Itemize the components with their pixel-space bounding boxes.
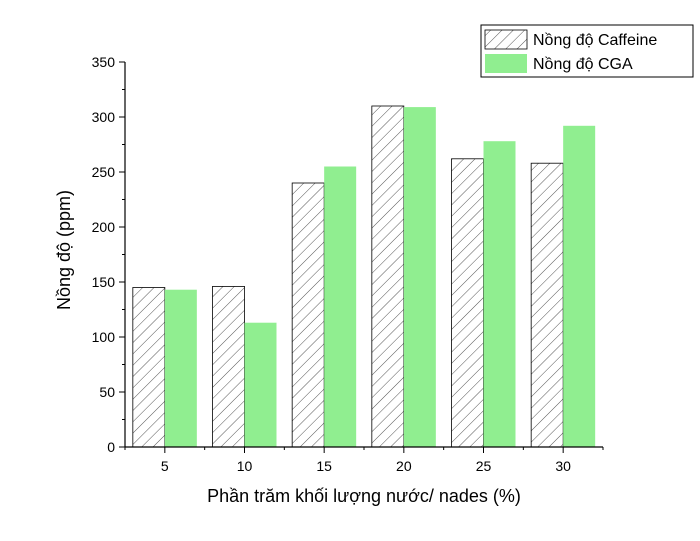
y-axis-title: Nồng độ (ppm) <box>54 190 74 310</box>
y-tick-label-300: 300 <box>92 109 116 125</box>
legend-swatch-caffeine <box>484 29 528 50</box>
y-tick-label-250: 250 <box>92 164 116 180</box>
bar-cga-30 <box>563 125 596 448</box>
bar-caffeine-20 <box>371 105 405 448</box>
x-tick-label-10: 10 <box>237 458 253 474</box>
y-tick-label-0: 0 <box>107 439 115 455</box>
bar-caffeine-5 <box>132 287 166 448</box>
bar-caffeine-10 <box>212 285 245 448</box>
x-tick-label-15: 15 <box>316 458 332 474</box>
bar-caffeine-15 <box>291 182 325 448</box>
legend: Nồng độ Caffeine Nồng độ CGA <box>480 24 694 78</box>
bar-cga-10 <box>244 322 277 447</box>
y-tick-label-350: 350 <box>92 54 116 70</box>
y-tick-label-100: 100 <box>92 329 116 345</box>
legend-swatch-cga <box>485 54 527 73</box>
x-axis-title: Phần trăm khối lượng nước/ nades (%) <box>207 486 521 506</box>
bar-cga-25 <box>483 141 516 447</box>
legend-label-cga: Nồng độ CGA <box>533 56 633 73</box>
x-tick-label-20: 20 <box>396 458 412 474</box>
bar-caffeine-30 <box>530 162 564 448</box>
bar-cga-15 <box>324 166 357 447</box>
y-tick-label-150: 150 <box>92 274 116 290</box>
x-tick-label-5: 5 <box>161 458 169 474</box>
bar-cga-20 <box>403 107 436 447</box>
bar-caffeine-25 <box>451 158 484 448</box>
x-tick-label-25: 25 <box>476 458 492 474</box>
y-tick-label-200: 200 <box>92 219 116 235</box>
legend-label-caffeine: Nồng độ Caffeine <box>533 32 657 49</box>
y-tick-label-50: 50 <box>99 384 115 400</box>
bar-cga-5 <box>164 289 197 447</box>
x-tick-label-30: 30 <box>555 458 571 474</box>
